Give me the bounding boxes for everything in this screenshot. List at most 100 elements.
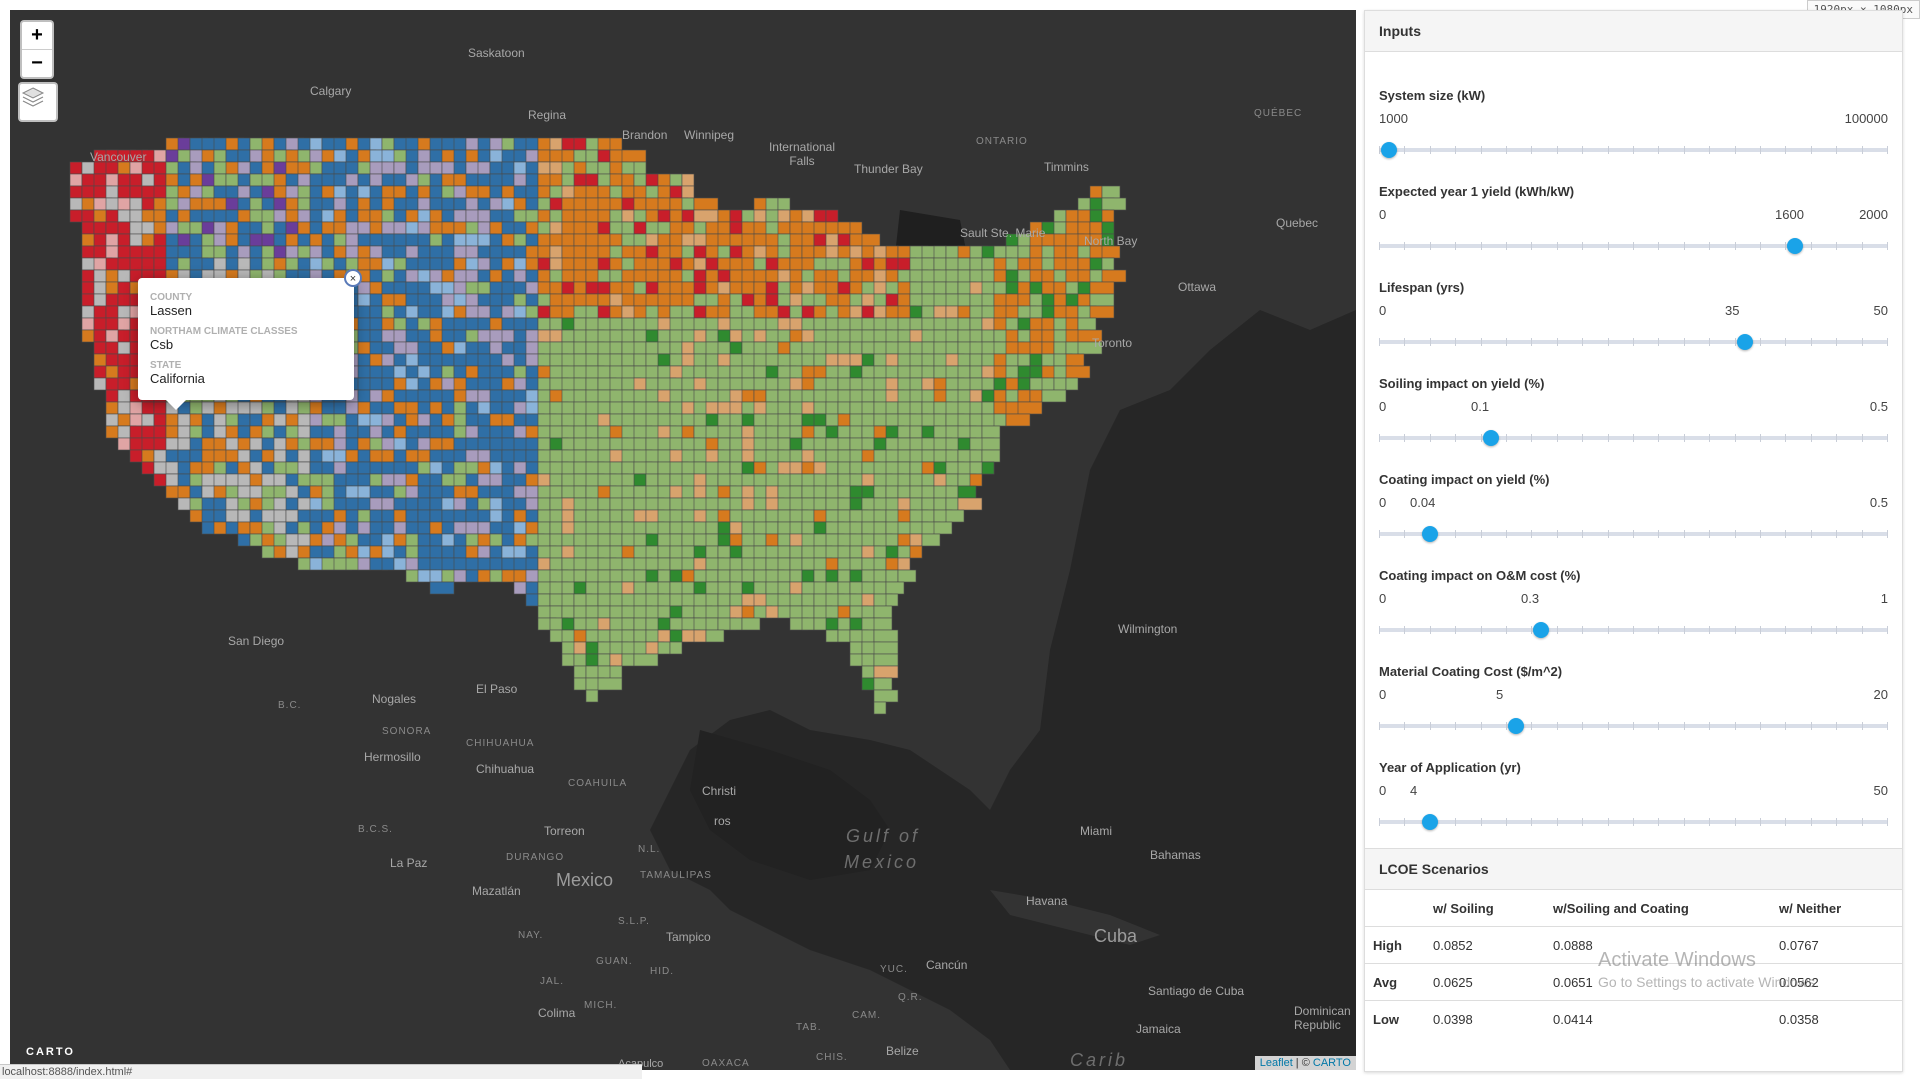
county-shape[interactable] [1065,209,1079,223]
county-shape[interactable] [429,137,443,151]
county-shape[interactable] [765,197,779,211]
county-shape[interactable] [765,485,779,499]
county-shape[interactable] [837,509,851,523]
county-shape[interactable] [741,293,755,307]
county-shape[interactable] [657,197,671,211]
county-shape[interactable] [597,653,611,667]
county-shape[interactable] [561,509,575,523]
county-shape[interactable] [909,317,923,331]
county-shape[interactable] [717,245,731,259]
county-shape[interactable] [729,329,743,343]
county-shape[interactable] [825,341,839,355]
county-shape[interactable] [909,425,923,439]
county-shape[interactable] [897,269,911,283]
county-shape[interactable] [669,341,683,355]
county-shape[interactable] [357,557,371,571]
county-shape[interactable] [549,545,563,559]
county-shape[interactable] [297,233,311,247]
county-shape[interactable] [597,185,611,199]
county-shape[interactable] [693,257,707,271]
county-shape[interactable] [813,497,827,511]
county-shape[interactable] [393,185,407,199]
county-shape[interactable] [1065,245,1079,259]
county-shape[interactable] [525,149,539,163]
county-shape[interactable] [717,281,731,295]
county-shape[interactable] [573,149,587,163]
county-shape[interactable] [477,245,491,259]
county-shape[interactable] [789,521,803,535]
carto-link[interactable]: CARTO [1312,1057,1351,1069]
county-shape[interactable] [801,509,815,523]
county-shape[interactable] [777,437,791,451]
county-shape[interactable] [645,461,659,475]
county-shape[interactable] [477,185,491,199]
county-shape[interactable] [537,161,551,175]
county-shape[interactable] [609,341,623,355]
county-shape[interactable] [597,365,611,379]
county-shape[interactable] [489,317,503,331]
county-shape[interactable] [141,449,155,463]
county-shape[interactable] [717,437,731,451]
county-shape[interactable] [237,149,251,163]
county-shape[interactable] [945,329,959,343]
county-shape[interactable] [789,269,803,283]
county-shape[interactable] [705,257,719,271]
county-shape[interactable] [549,137,563,151]
county-shape[interactable] [609,665,623,679]
county-shape[interactable] [657,569,671,583]
county-shape[interactable] [789,245,803,259]
county-shape[interactable] [525,557,539,571]
county-shape[interactable] [477,161,491,175]
county-shape[interactable] [801,389,815,403]
county-shape[interactable] [1053,341,1067,355]
county-shape[interactable] [189,245,203,259]
county-shape[interactable] [753,293,767,307]
county-shape[interactable] [681,401,695,415]
county-shape[interactable] [1065,365,1091,379]
county-shape[interactable] [669,569,683,583]
county-shape[interactable] [633,617,647,631]
county-shape[interactable] [405,305,419,319]
county-shape[interactable] [417,485,431,499]
county-shape[interactable] [537,425,551,439]
county-shape[interactable] [681,581,695,595]
county-shape[interactable] [525,137,539,151]
county-shape[interactable] [729,341,743,355]
county-shape[interactable] [861,605,875,619]
county-shape[interactable] [969,413,983,427]
county-shape[interactable] [585,377,599,391]
county-shape[interactable] [513,281,527,295]
county-shape[interactable] [633,473,647,487]
county-shape[interactable] [561,257,575,271]
county-shape[interactable] [597,617,611,631]
county-shape[interactable] [465,545,479,559]
county-shape[interactable] [501,509,515,523]
county-shape[interactable] [429,437,443,451]
county-shape[interactable] [321,521,335,535]
county-shape[interactable] [813,353,827,367]
county-shape[interactable] [417,233,431,247]
county-shape[interactable] [357,545,371,559]
county-shape[interactable] [693,557,707,571]
county-shape[interactable] [693,437,707,451]
county-shape[interactable] [573,653,587,667]
county-shape[interactable] [237,497,251,511]
county-shape[interactable] [357,209,371,223]
county-shape[interactable] [1029,269,1043,283]
county-shape[interactable] [693,281,707,295]
county-shape[interactable] [381,533,395,547]
county-shape[interactable] [1089,221,1103,235]
county-shape[interactable] [201,233,215,247]
county-shape[interactable] [213,413,227,427]
county-shape[interactable] [69,185,83,199]
county-shape[interactable] [573,413,587,427]
county-shape[interactable] [381,473,395,487]
county-shape[interactable] [753,317,767,331]
county-shape[interactable] [837,341,851,355]
county-shape[interactable] [345,209,359,223]
county-shape[interactable] [333,233,347,247]
county-shape[interactable] [453,425,467,439]
county-shape[interactable] [213,449,227,463]
slider-thumb[interactable] [1483,430,1499,446]
county-shape[interactable] [921,509,935,523]
